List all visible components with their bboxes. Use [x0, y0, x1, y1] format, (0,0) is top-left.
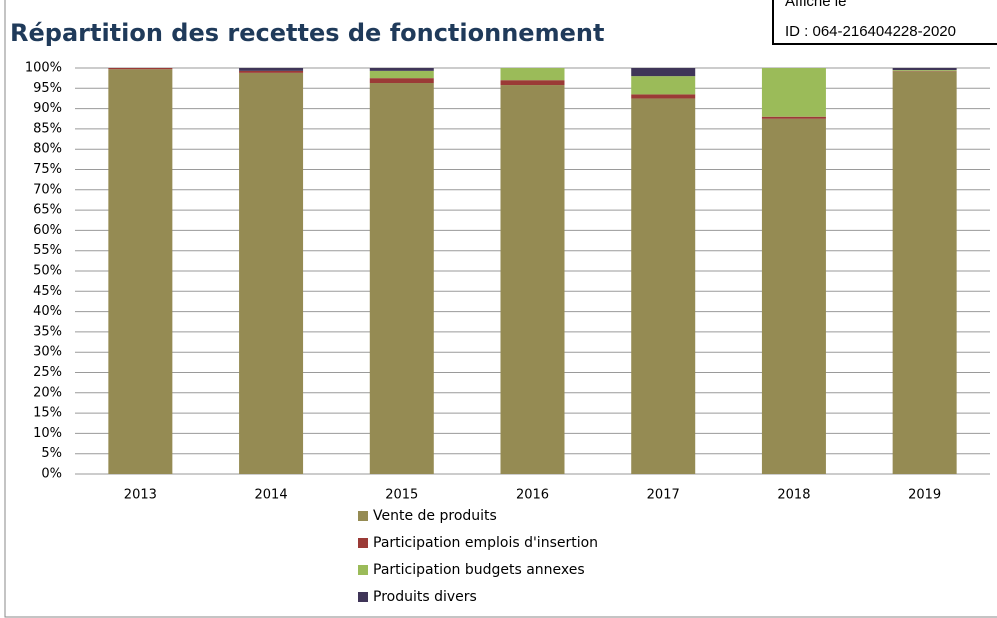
legend-swatch — [358, 511, 368, 521]
bar-segment — [108, 69, 173, 474]
bar-segment — [761, 68, 826, 117]
y-tick-label: 0% — [41, 467, 62, 482]
bar-segment — [892, 70, 957, 71]
bar-segment — [892, 71, 957, 475]
bar-segment — [761, 116, 826, 119]
y-tick-label: 70% — [33, 182, 62, 197]
bar-segment — [239, 68, 304, 71]
legend-label: Vente de produits — [373, 508, 497, 524]
y-tick-label: 90% — [33, 101, 62, 116]
y-tick-label: 80% — [33, 142, 62, 157]
bar-segment — [631, 94, 696, 99]
y-tick-label: 20% — [33, 385, 62, 400]
bar-segment — [369, 68, 434, 71]
y-tick-label: 65% — [33, 203, 62, 218]
y-tick-label: 40% — [33, 304, 62, 319]
chart-title: Répartition des recettes de fonctionneme… — [10, 19, 604, 47]
stamp-line: ID : 064-216404228-2020 — [785, 23, 956, 40]
y-tick-label: 30% — [33, 345, 62, 360]
bar-segment — [239, 72, 304, 474]
stamp-box — [772, 0, 997, 45]
y-tick-label: 85% — [33, 121, 62, 136]
x-tick-label: 2019 — [908, 488, 941, 503]
y-tick-label: 95% — [33, 81, 62, 96]
x-tick-label: 2014 — [255, 488, 288, 503]
x-tick-label: 2017 — [647, 488, 680, 503]
y-tick-label: 45% — [33, 284, 62, 299]
legend-swatch — [358, 592, 368, 602]
x-tick-label: 2015 — [385, 488, 418, 503]
x-tick-label: 2013 — [124, 488, 157, 503]
bar-segment — [631, 68, 696, 77]
bar-segment — [892, 68, 957, 71]
y-tick-label: 35% — [33, 324, 62, 339]
y-tick-label: 60% — [33, 223, 62, 238]
y-tick-label: 100% — [25, 61, 62, 76]
y-tick-label: 55% — [33, 243, 62, 258]
bar-segment — [631, 98, 696, 474]
legend-swatch — [358, 565, 368, 575]
y-tick-label: 10% — [33, 426, 62, 441]
legend-label: Produits divers — [373, 589, 477, 605]
bar-segment — [500, 80, 565, 86]
y-tick-label: 15% — [33, 406, 62, 421]
bar-segment — [500, 85, 565, 474]
legend-swatch — [358, 538, 368, 548]
bar-segment — [761, 118, 826, 474]
y-tick-label: 50% — [33, 264, 62, 279]
y-tick-label: 75% — [33, 162, 62, 177]
bar-segment — [108, 68, 173, 70]
bar-segment — [369, 83, 434, 474]
y-tick-label: 5% — [41, 446, 62, 461]
x-tick-label: 2018 — [777, 488, 810, 503]
y-tick-label: 25% — [33, 365, 62, 380]
x-tick-label: 2016 — [516, 488, 549, 503]
stamp-line: Affiché le — [785, 0, 846, 10]
bar-segment — [631, 76, 696, 95]
bar-segment — [239, 70, 304, 73]
chart-frame — [4, 0, 997, 618]
legend-label: Participation budgets annexes — [373, 562, 585, 578]
bar-segment — [369, 70, 434, 79]
legend-label: Participation emplois d'insertion — [373, 535, 598, 551]
bar-segment — [500, 68, 565, 81]
bar-segment — [369, 78, 434, 84]
